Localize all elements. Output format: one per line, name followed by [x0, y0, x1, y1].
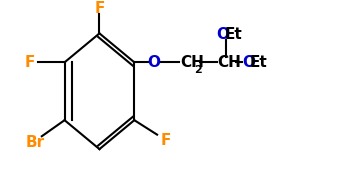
Text: O: O	[216, 27, 229, 42]
Text: Et: Et	[225, 27, 242, 42]
Text: O: O	[147, 55, 160, 70]
Text: F: F	[161, 133, 171, 148]
Text: CH: CH	[180, 55, 204, 70]
Text: 2: 2	[195, 65, 202, 75]
Text: F: F	[94, 1, 104, 16]
Text: Et: Et	[250, 55, 267, 70]
Text: O: O	[242, 55, 255, 70]
Text: Br: Br	[25, 135, 44, 150]
Text: CH: CH	[218, 55, 241, 70]
Text: F: F	[24, 55, 35, 70]
